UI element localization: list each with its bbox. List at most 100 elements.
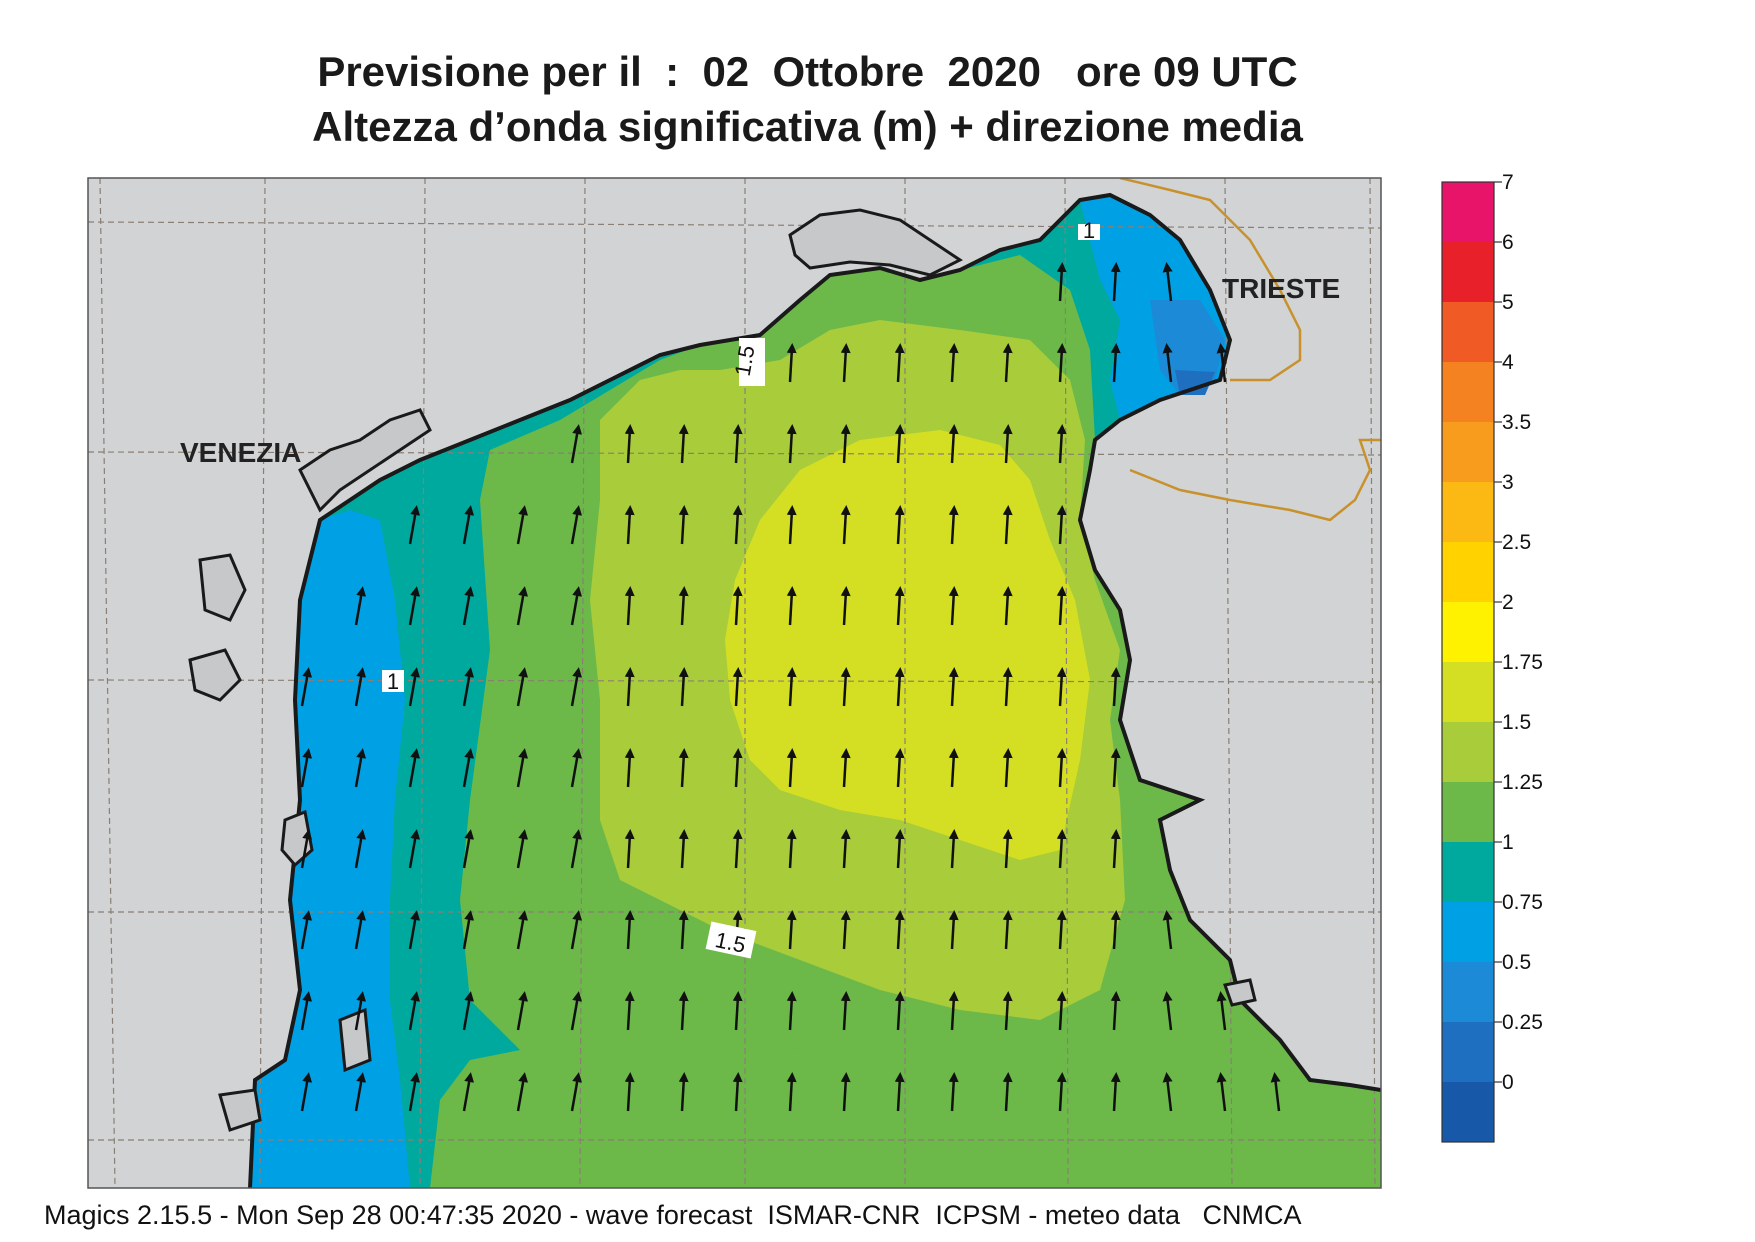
sea-band-0.75-1-west (250, 510, 410, 1188)
wave-direction-arrow (354, 1072, 367, 1112)
wave-direction-arrow (624, 829, 635, 869)
wave-direction-arrow (840, 586, 851, 626)
colorbar-label: 1.25 (1502, 771, 1543, 794)
wave-direction-arrow (1002, 667, 1013, 707)
colorbar-swatch (1442, 1082, 1494, 1143)
wave-direction-arrow (840, 829, 851, 869)
wave-direction-arrow (570, 424, 583, 464)
contour-label-4: 1 (1078, 218, 1100, 243)
wave-direction-arrow (570, 505, 583, 545)
colorbar-label: 3 (1502, 471, 1514, 494)
colorbar-label: 3.5 (1502, 411, 1531, 434)
wave-direction-arrows (300, 262, 1281, 1112)
wave-direction-arrow (462, 748, 475, 788)
wave-direction-arrow (624, 667, 635, 707)
colorbar-swatch (1442, 722, 1494, 783)
wave-direction-arrow (786, 1072, 797, 1112)
wave-direction-arrow (732, 991, 743, 1031)
contour-label-3: 1.5 (705, 921, 757, 959)
wave-direction-arrow (354, 910, 367, 950)
wave-direction-arrow (894, 586, 905, 626)
wave-direction-arrow (1216, 343, 1227, 383)
colorbar-label: 0.25 (1502, 1011, 1543, 1034)
wave-direction-arrow (1002, 829, 1013, 869)
wave-direction-arrow (678, 667, 689, 707)
coastline (248, 192, 1381, 1188)
wave-direction-arrow (894, 505, 905, 545)
wave-direction-arrow (786, 910, 797, 950)
wave-direction-arrow (1056, 748, 1067, 788)
wave-direction-arrow (678, 1072, 689, 1112)
contour-label-text: 1.5 (713, 927, 748, 958)
wave-direction-arrow (1002, 910, 1013, 950)
wave-direction-arrow (1270, 1072, 1281, 1112)
wave-direction-arrow (462, 829, 475, 869)
map-title-line2: Altezza d’onda significativa (m) + direz… (312, 103, 1303, 150)
wave-direction-arrow (570, 586, 583, 626)
wave-direction-arrow (894, 1072, 905, 1112)
wave-direction-arrow (354, 586, 367, 626)
contour-label-text: 1.5 (730, 343, 760, 377)
wave-direction-arrow (354, 748, 367, 788)
wave-direction-arrow (894, 424, 905, 464)
wave-direction-arrow (786, 424, 797, 464)
wave-direction-arrow (300, 991, 313, 1031)
colorbar-swatch (1442, 542, 1494, 603)
wave-direction-arrow (678, 586, 689, 626)
wave-direction-arrow (678, 748, 689, 788)
wave-direction-arrow (624, 991, 635, 1031)
wave-direction-arrow (948, 910, 959, 950)
wave-direction-arrow (1002, 748, 1013, 788)
wave-direction-arrow (894, 829, 905, 869)
wave-direction-arrow (1056, 829, 1067, 869)
wave-direction-arrow (570, 910, 583, 950)
wave-direction-arrow (1002, 1072, 1013, 1112)
wave-direction-arrow (678, 424, 689, 464)
wave-direction-arrow (300, 748, 313, 788)
wave-direction-arrow (570, 829, 583, 869)
wave-direction-arrow (948, 829, 959, 869)
colorbar-swatch (1442, 962, 1494, 1023)
colorbar-label: 4 (1502, 351, 1514, 374)
wave-direction-arrow (786, 586, 797, 626)
colorbar-label: 0 (1502, 1071, 1514, 1094)
wave-direction-arrow (408, 748, 421, 788)
wave-direction-arrow (462, 667, 475, 707)
wave-direction-arrow (624, 910, 635, 950)
wave-direction-arrow (1216, 991, 1227, 1031)
wave-direction-arrow (948, 343, 959, 383)
wave-direction-arrow (732, 748, 743, 788)
wave-direction-arrow (1110, 991, 1121, 1031)
wave-direction-arrow (1056, 424, 1067, 464)
wave-direction-arrow (678, 829, 689, 869)
wave-direction-arrow (786, 829, 797, 869)
wave-direction-arrow (1056, 586, 1067, 626)
wave-direction-arrow (786, 343, 797, 383)
wave-direction-arrow (1002, 586, 1013, 626)
colorbar-label: 1.75 (1502, 651, 1543, 674)
colorbar-swatch (1442, 302, 1494, 363)
colorbar-swatch (1442, 422, 1494, 483)
colorbar-swatch (1442, 242, 1494, 303)
wave-direction-arrow (408, 910, 421, 950)
sea-band-0.25-0.5-trieste (1175, 370, 1215, 395)
colorbar-label: 2 (1502, 591, 1514, 614)
wave-direction-arrow (1162, 910, 1173, 950)
wave-direction-arrow (1056, 1072, 1067, 1112)
wave-direction-arrow (1110, 910, 1121, 950)
contour-label-1: 1.5 (730, 338, 765, 386)
wave-direction-arrow (1002, 991, 1013, 1031)
colorbar-swatch (1442, 902, 1494, 963)
wave-direction-arrow (786, 991, 797, 1031)
colorbar-swatch (1442, 182, 1494, 243)
footer-credits: Magics 2.15.5 - Mon Sep 28 00:47:35 2020… (44, 1200, 1302, 1230)
wave-direction-arrow (462, 991, 475, 1031)
wave-direction-arrow (948, 505, 959, 545)
wave-direction-arrow (462, 505, 475, 545)
wave-direction-arrow (1162, 991, 1173, 1031)
wave-direction-arrow (1056, 667, 1067, 707)
wave-direction-arrow (300, 1072, 313, 1112)
wave-direction-arrow (840, 424, 851, 464)
wave-direction-arrow (948, 991, 959, 1031)
wave-direction-arrow (516, 667, 529, 707)
